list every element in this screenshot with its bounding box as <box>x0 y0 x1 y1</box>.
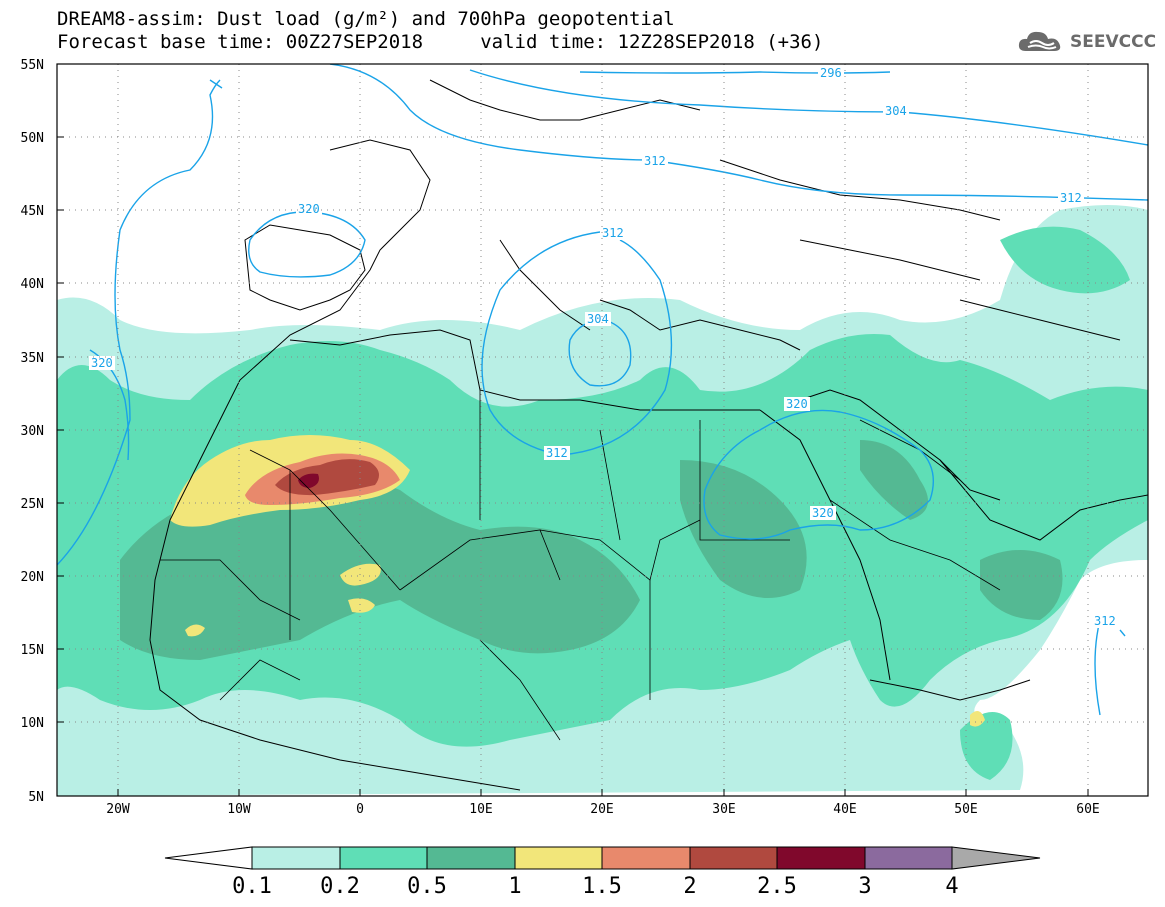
colorbar-label: 4 <box>945 874 958 899</box>
lat-label: 15N <box>21 643 44 658</box>
colorbar-segment <box>601 846 691 870</box>
contour-label-304: 304 <box>885 104 907 118</box>
grid-lines <box>57 64 1148 796</box>
colorbar-label: 0.2 <box>320 874 360 899</box>
lon-label: 10W <box>227 802 251 817</box>
lat-label: 30N <box>21 424 44 439</box>
contour-label-312: 312 <box>644 154 666 168</box>
logo-text: SEEVCCC <box>1070 32 1157 52</box>
latitude-labels: 55N 50N 45N 40N 35N 30N 25N 20N 15N 10N … <box>21 58 44 805</box>
lat-label: 50N <box>21 131 44 146</box>
colorbar-label: 2 <box>683 874 696 899</box>
lon-label: 30E <box>712 802 735 817</box>
geopotential-contours <box>57 64 1148 716</box>
colorbar-segment-above <box>951 846 1041 870</box>
lat-label: 5N <box>28 790 44 805</box>
longitude-labels: 20W 10W 0 10E 20E 30E 40E 50E 60E <box>106 802 1099 817</box>
lon-label: 10E <box>469 802 492 817</box>
lat-label: 20N <box>21 570 44 585</box>
lon-label: 60E <box>1076 802 1099 817</box>
colorbar-segment <box>426 846 516 870</box>
map-title: DREAM8-assim: Dust load (g/m²) and 700hP… <box>57 8 675 30</box>
colorbar-segment <box>776 846 866 870</box>
contour-label-320: 320 <box>91 356 113 370</box>
colorbar-label: 0.5 <box>407 874 447 899</box>
contour-label-304: 304 <box>587 312 609 326</box>
lon-label: 20W <box>106 802 130 817</box>
dust-red-layer <box>275 459 379 496</box>
contour-label-312: 312 <box>546 446 568 460</box>
lon-label: 50E <box>954 802 977 817</box>
colorbar-label: 0.1 <box>232 874 272 899</box>
contour-label-320: 320 <box>298 202 320 216</box>
colorbar-label: 3 <box>858 874 871 899</box>
axis-ticks <box>57 63 1089 797</box>
forecast-time-line: Forecast base time: 00Z27SEP2018 valid t… <box>57 31 824 53</box>
lat-label: 45N <box>21 204 44 219</box>
cloud-icon <box>1018 31 1061 51</box>
contour-label-312: 312 <box>602 226 624 240</box>
lat-label: 40N <box>21 277 44 292</box>
colorbar-label: 1.5 <box>582 874 622 899</box>
lon-label: 0 <box>356 802 364 817</box>
logo: SEEVCCC <box>1016 24 1156 60</box>
colorbar-segment-below <box>164 846 253 870</box>
colorbar-segment <box>339 846 428 870</box>
contour-label-320: 320 <box>786 397 808 411</box>
contour-labels: 296 304 312 320 312 304 312 320 320 312 … <box>89 66 1118 628</box>
colorbar-labels: 0.1 0.2 0.5 1 1.5 2 2.5 3 4 <box>232 874 959 899</box>
lat-label: 25N <box>21 497 44 512</box>
colorbar-segment <box>864 846 953 870</box>
contour-label-296: 296 <box>820 66 842 80</box>
contour-label-312: 312 <box>1094 614 1116 628</box>
colorbar <box>164 846 1041 870</box>
contour-label-320: 320 <box>812 506 834 520</box>
contour-label-312: 312 <box>1060 191 1082 205</box>
lat-label: 10N <box>21 716 44 731</box>
lon-label: 40E <box>833 802 856 817</box>
dust-load-field: 296 304 312 320 312 304 312 320 320 312 … <box>57 64 1148 796</box>
colorbar-segment <box>514 846 603 870</box>
colorbar-segment <box>251 846 341 870</box>
colorbar-label: 2.5 <box>757 874 797 899</box>
lon-label: 20E <box>590 802 613 817</box>
colorbar-label: 1 <box>508 874 521 899</box>
dust-darkred-layer <box>298 473 319 488</box>
lat-label: 35N <box>21 351 44 366</box>
lat-label: 55N <box>21 58 44 73</box>
colorbar-segment <box>689 846 778 870</box>
